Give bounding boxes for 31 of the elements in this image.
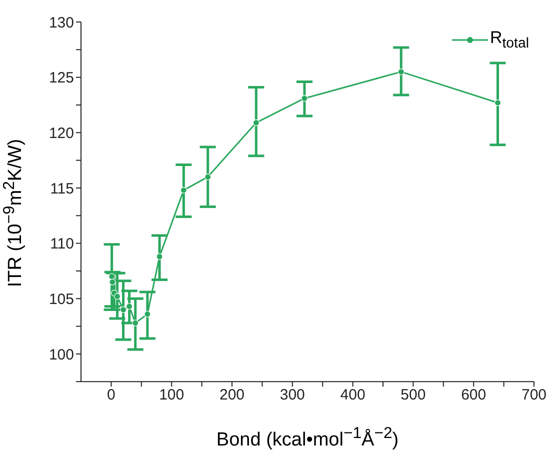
x-tick-label: 700 [521,386,547,404]
point [120,306,127,313]
point [398,68,404,76]
x-tick-label: 600 [461,386,486,404]
point [126,303,133,310]
x-tick-label: 500 [400,386,426,404]
point [144,310,151,318]
point [114,293,121,300]
point [204,174,212,180]
y-tick-label: 130 [48,14,74,32]
y-tick-label: 120 [48,124,74,142]
legend-label: R$_{total}$ [490,28,529,52]
y-tick-label: 100 [48,346,74,364]
point [252,119,260,126]
point [109,278,116,286]
y-tick-label: 110 [50,236,74,253]
y-tick-label: 125 [48,70,74,87]
x-tick-label: 0 [107,386,116,404]
x-tick-label: 100 [159,386,184,404]
x-tick-label: 300 [280,386,305,404]
y-tick-label: 115 [50,180,74,198]
x-axis-title: Bond (kcal•mol$^{−1}$Å$^{−2}$) [215,425,400,452]
point [494,99,502,106]
x-tick-label: 200 [219,386,245,404]
y-tick-label: 105 [48,290,74,308]
point [180,186,187,194]
point [132,320,139,326]
x-tick-label: 400 [340,386,366,404]
point [156,253,163,260]
point [108,273,116,280]
point [301,95,308,102]
